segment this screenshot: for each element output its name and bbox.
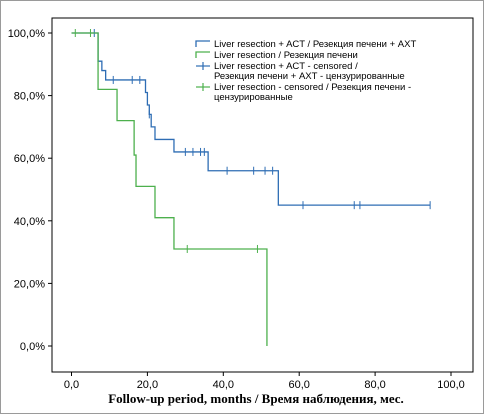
x-tick-label: 20,0	[137, 379, 158, 391]
x-tick-label: 80,0	[364, 379, 385, 391]
plot-area	[71, 29, 431, 346]
x-tick-label: 100,0	[437, 379, 465, 391]
plot-border	[51, 17, 474, 373]
legend-swatch-line	[195, 40, 210, 47]
y-tick-label: 80,0%	[14, 91, 45, 103]
x-tick-label: 0,0	[64, 379, 79, 391]
legend-label: Liver resection / Резекция печени	[214, 50, 358, 61]
y-tick-label: 40,0%	[14, 216, 45, 228]
series-line-2	[71, 32, 268, 346]
legend: Liver resection + ACT / Резекция печени …	[195, 39, 416, 103]
tick-labels: 0,0% 20,0% 40,0% 60,0% 80,0% 100,0% 0,0 20,0 40,…	[8, 28, 465, 391]
y-tick-label: 20,0%	[14, 278, 45, 290]
legend-label: цензурированные	[214, 92, 293, 103]
y-tick-label: 100,0%	[8, 28, 46, 40]
series-line-1	[71, 32, 431, 206]
legend-label: Liver resection + ACT - censored /	[214, 61, 358, 72]
x-axis-label: Follow-up period, months / Время наблюде…	[108, 391, 404, 406]
x-tick-label: 40,0	[213, 379, 234, 391]
legend-label: Резекция печени + АХТ - цензурированные	[214, 71, 405, 82]
legend-label: Liver resection - censored / Резекция пе…	[214, 82, 411, 93]
legend-label: Liver resection + ACT / Резекция печени …	[214, 39, 416, 50]
x-tick-label: 60,0	[288, 379, 309, 391]
y-tick-label: 60,0%	[14, 153, 45, 165]
chart-axes	[51, 17, 474, 373]
y-tick-label: 0,0%	[20, 341, 45, 353]
legend-swatch-line	[195, 51, 210, 58]
